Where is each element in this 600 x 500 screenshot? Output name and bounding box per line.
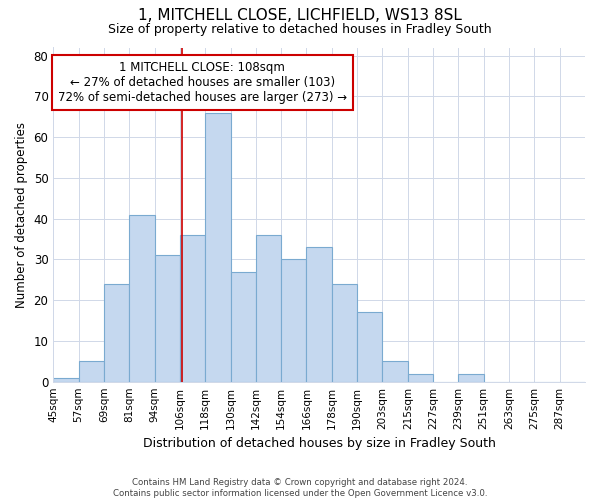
Bar [205, 112, 230, 382]
Y-axis label: Number of detached properties: Number of detached properties [15, 122, 28, 308]
Bar [408, 374, 433, 382]
Bar [281, 260, 307, 382]
Bar [332, 284, 357, 382]
Text: Contains HM Land Registry data © Crown copyright and database right 2024.
Contai: Contains HM Land Registry data © Crown c… [113, 478, 487, 498]
Bar [79, 362, 104, 382]
Bar [357, 312, 382, 382]
Text: 1, MITCHELL CLOSE, LICHFIELD, WS13 8SL: 1, MITCHELL CLOSE, LICHFIELD, WS13 8SL [138, 8, 462, 22]
Text: Size of property relative to detached houses in Fradley South: Size of property relative to detached ho… [108, 22, 492, 36]
Bar [129, 214, 155, 382]
Bar [230, 272, 256, 382]
Bar [382, 362, 408, 382]
Bar [53, 378, 79, 382]
Bar [155, 256, 180, 382]
Bar [307, 247, 332, 382]
Bar [458, 374, 484, 382]
Bar [180, 235, 205, 382]
Bar [256, 235, 281, 382]
Bar [104, 284, 129, 382]
Text: 1 MITCHELL CLOSE: 108sqm
← 27% of detached houses are smaller (103)
72% of semi-: 1 MITCHELL CLOSE: 108sqm ← 27% of detach… [58, 61, 347, 104]
X-axis label: Distribution of detached houses by size in Fradley South: Distribution of detached houses by size … [143, 437, 496, 450]
